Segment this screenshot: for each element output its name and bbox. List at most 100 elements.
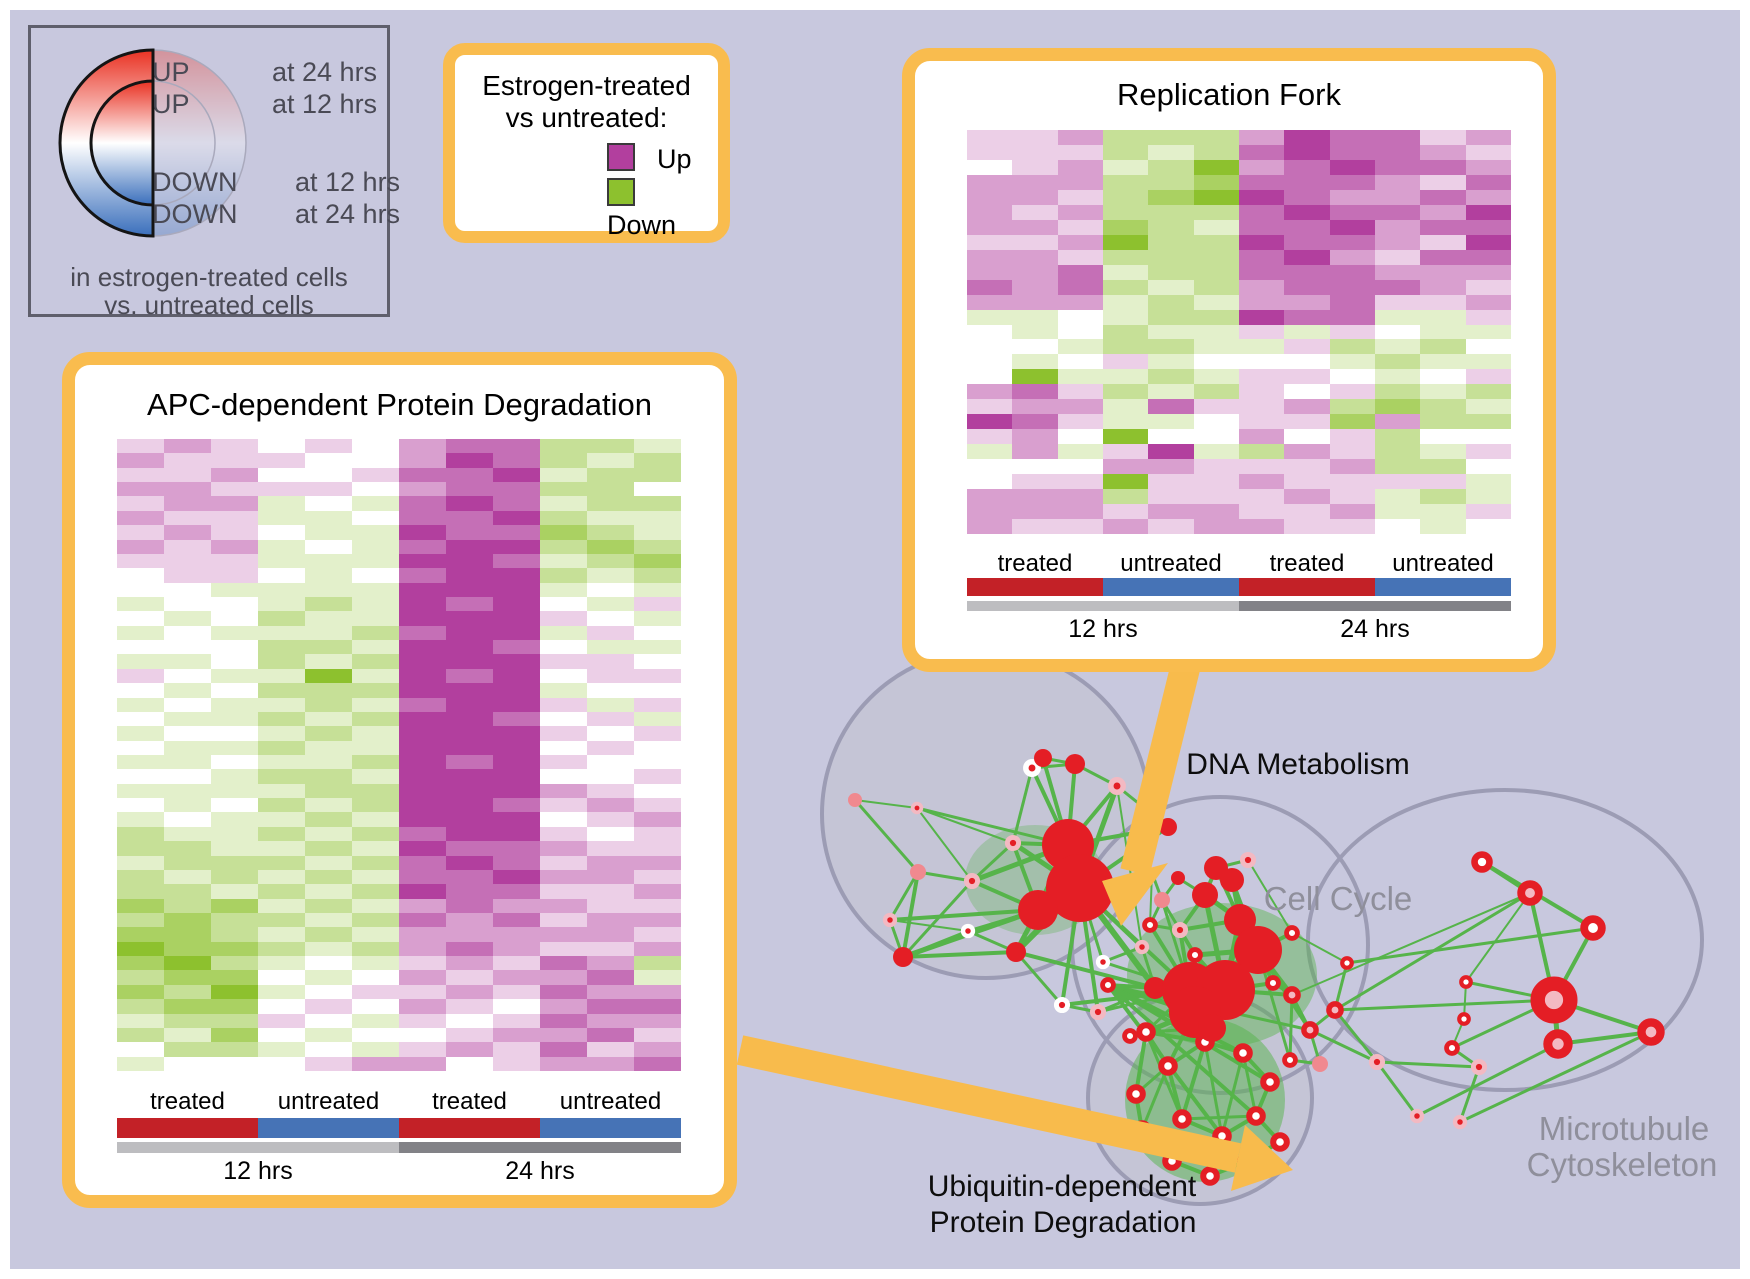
heatmap-cell — [1374, 234, 1421, 250]
heatmap-cell — [446, 654, 493, 669]
cluster-label-dna-metabolism: DNA Metabolism — [1186, 748, 1410, 781]
gene-node-white-ring — [1200, 1166, 1220, 1186]
heatmap-cell — [1374, 159, 1421, 175]
heatmap-cell — [493, 668, 540, 684]
group-label: untreated — [1392, 550, 1494, 577]
heatmap-cell — [967, 309, 1013, 325]
heatmap-cell — [634, 726, 681, 741]
heatmap-cell — [1238, 429, 1285, 445]
heatmap-cell — [211, 611, 258, 626]
legend-direction: DOWN — [152, 167, 238, 197]
heatmap-cell — [258, 726, 305, 741]
network-edge — [1014, 951, 1064, 1006]
heatmap-cell — [540, 970, 587, 985]
heatmap-cell — [1238, 309, 1285, 325]
heatmap-cell — [1193, 130, 1239, 145]
heatmap-cell — [164, 984, 211, 1000]
heatmap-cell — [1374, 489, 1421, 505]
gene-node-pink-halo — [910, 801, 924, 815]
heatmap-cell — [634, 510, 681, 526]
heatmap-cell — [164, 553, 211, 569]
heatmap-cell — [305, 496, 352, 511]
heatmap-cell — [117, 510, 164, 526]
heatmap-cell — [1012, 324, 1058, 340]
heatmap-cell — [1374, 219, 1421, 235]
heatmap-cell — [493, 1056, 540, 1071]
heatmap-cell — [1329, 339, 1375, 355]
heatmap-cell — [305, 898, 352, 913]
heatmap-cell — [1465, 234, 1511, 250]
heatmap-cell — [1012, 339, 1058, 355]
heatmap-cell — [305, 798, 352, 813]
heatmap-cell — [117, 999, 164, 1014]
heatmap-cell — [587, 869, 634, 885]
heatmap-cell — [967, 474, 1013, 490]
heatmap-cell — [967, 264, 1013, 280]
untreated-bar — [1375, 578, 1511, 596]
heatmap-cell — [117, 884, 164, 899]
heatmap-cell — [493, 1027, 540, 1043]
heatmap-cell — [1148, 414, 1194, 430]
heatmap-cell — [1102, 459, 1149, 475]
heatmap-cell — [634, 855, 681, 870]
heatmap-cell — [117, 1056, 164, 1071]
heatmap-cell — [1329, 309, 1375, 325]
heatmap-cell — [1148, 324, 1194, 340]
gene-node-pink-halo — [1409, 1108, 1425, 1124]
cluster-label-microtubule-line2: Cytoskeleton — [1526, 1146, 1718, 1183]
heatmap-cell — [164, 668, 211, 684]
untreated-bar — [1103, 578, 1239, 596]
heatmap-cell — [258, 596, 305, 612]
heatmap-cell — [352, 754, 399, 770]
heatmap-cell — [258, 640, 305, 655]
heatmap-cell — [164, 1013, 211, 1028]
heatmap-cell — [540, 812, 587, 827]
heatmap-cell — [1057, 474, 1103, 490]
heatmap-cell — [1012, 249, 1058, 265]
heatmap-cell — [1420, 309, 1466, 325]
heatmap-cell — [1102, 144, 1149, 160]
heatmap-cell — [634, 539, 681, 554]
heatmap-cell — [1284, 519, 1330, 534]
updown-color-legend-box: Estrogen-treated vs untreated: Up Down — [443, 43, 730, 243]
network-edge — [888, 871, 920, 921]
heatmap-cell — [634, 611, 681, 626]
heatmap-cell — [967, 174, 1013, 190]
heatmap-cell — [1057, 204, 1103, 220]
heatmap-cell — [446, 927, 493, 942]
legend-time: at 12 hrs — [272, 89, 378, 119]
heatmap-cell — [493, 869, 540, 885]
heatmap-cell — [540, 668, 587, 684]
heatmap-cell — [1329, 189, 1375, 205]
heatmap-cell — [117, 697, 164, 712]
heatmap-cell — [305, 984, 352, 1000]
heatmap-cell — [117, 970, 164, 985]
heatmap-cell — [352, 439, 399, 454]
network-edge — [1465, 892, 1531, 983]
heatmap-cell — [540, 841, 587, 856]
heatmap-cell — [540, 640, 587, 655]
network-edge — [1134, 1031, 1148, 1095]
heatmap-cell — [446, 1056, 493, 1071]
heatmap-cell — [305, 467, 352, 483]
heatmap-cell — [399, 467, 446, 483]
heatmap-cell — [399, 726, 446, 741]
heatmap-cell — [117, 1042, 164, 1057]
heatmap-cell — [1284, 369, 1330, 385]
heatmap-cell — [258, 812, 305, 827]
heatmap-cell — [634, 467, 681, 483]
heatmap-cell — [1374, 504, 1421, 520]
heatmap-cell — [305, 726, 352, 741]
heatmap-cell — [967, 489, 1013, 505]
heatmap-cell — [117, 625, 164, 641]
heatmap-cell — [117, 525, 164, 540]
heatmap-cell — [1465, 324, 1511, 340]
gene-node-solid — [1065, 754, 1085, 774]
heatmap-cell — [446, 941, 493, 957]
heatmap-cell — [399, 482, 446, 497]
heatmap-cell — [211, 496, 258, 511]
heatmap-cell — [258, 754, 305, 770]
heatmap-cell — [1465, 294, 1511, 310]
heatmap-cell — [164, 884, 211, 899]
heatmap-cell — [634, 668, 681, 684]
